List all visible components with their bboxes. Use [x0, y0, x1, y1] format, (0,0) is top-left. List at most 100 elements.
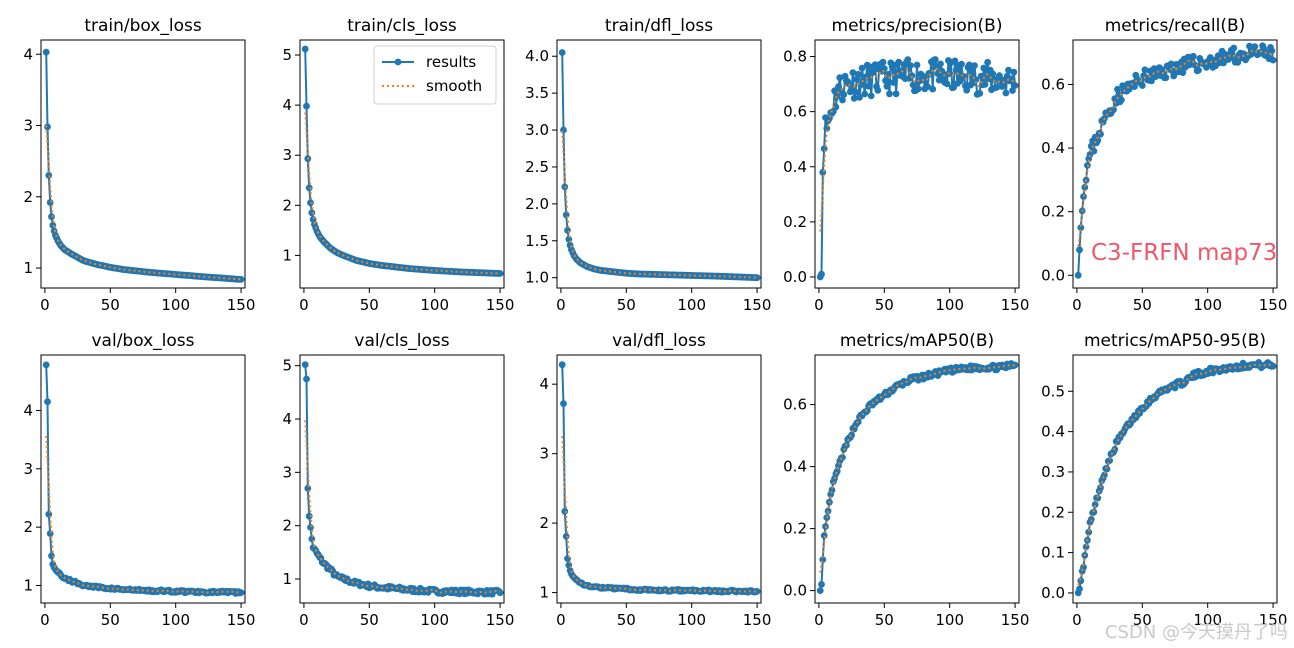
subplot-title: val/dfl_loss	[612, 331, 706, 351]
results-line	[819, 361, 1016, 591]
results-point	[820, 532, 828, 539]
y-tick-label: 2	[23, 518, 33, 536]
y-tick-label: 0.5	[1041, 382, 1065, 400]
x-tick-label: 150	[743, 611, 772, 629]
results-point	[753, 588, 761, 595]
subplot-train-box-loss: train/box_loss 0 50 100 150 1 2 3 4	[23, 16, 255, 314]
results-point	[883, 83, 891, 90]
results-point	[937, 60, 944, 68]
results-point	[44, 398, 51, 406]
subplot-metrics-recall-b-: metrics/recall(B) 0 50 100 150 0.0 0.2 0.4 0.6	[1041, 16, 1287, 314]
x-tick-label: 150	[486, 296, 515, 314]
y-tick-label: 1.5	[525, 232, 549, 250]
smooth-line	[45, 125, 242, 281]
x-tick-label: 150	[1001, 611, 1030, 629]
results-point	[301, 45, 309, 53]
y-tick-label: 2	[282, 517, 292, 535]
results-point	[307, 199, 314, 207]
results-point	[913, 61, 921, 69]
results-point	[46, 530, 54, 537]
results-point	[862, 73, 870, 81]
results-point	[816, 587, 824, 594]
results-point	[880, 65, 888, 72]
plot-frame	[814, 39, 1020, 289]
results-point	[1131, 83, 1138, 90]
results-point	[561, 507, 569, 515]
results-point	[1103, 465, 1111, 473]
results-point	[562, 533, 570, 540]
x-tick-label: 0	[1072, 611, 1082, 629]
results-point	[1090, 508, 1098, 516]
legend: results smooth	[373, 45, 497, 105]
x-tick-label: 50	[360, 296, 379, 314]
x-tick-label: 100	[420, 611, 449, 629]
results-point	[753, 274, 761, 282]
y-tick-label: 5	[282, 357, 292, 375]
results-point	[929, 85, 937, 93]
y-tick-label: 3	[282, 146, 292, 164]
x-tick-label: 0	[556, 296, 566, 314]
y-tick-label: 0.2	[783, 213, 807, 231]
y-tick-label: 0.0	[1041, 584, 1065, 602]
x-tick-label: 100	[420, 296, 449, 314]
results-point	[993, 83, 1001, 91]
x-tick-label: 100	[935, 611, 964, 629]
results-point	[963, 86, 971, 94]
y-tick-label: 0.8	[783, 48, 807, 66]
x-tick-label: 0	[556, 611, 566, 629]
x-tick-label: 50	[875, 611, 894, 629]
results-point	[303, 102, 310, 110]
results-point	[833, 92, 841, 100]
results-point	[1094, 494, 1102, 502]
results-point	[1011, 82, 1019, 89]
legend-results-marker	[394, 58, 402, 66]
x-tick-label: 50	[101, 296, 120, 314]
results-point	[832, 103, 840, 111]
results-point	[1114, 85, 1121, 93]
results-point	[1091, 501, 1099, 508]
y-tick-label: 2.5	[525, 158, 549, 176]
results-point	[1251, 43, 1259, 51]
results-point	[951, 57, 959, 65]
csdn-watermark: CSDN @今天摸丹了吗	[1104, 622, 1288, 643]
results-point	[1010, 68, 1018, 76]
results-point	[1110, 106, 1117, 113]
y-tick-label: 0.6	[783, 396, 807, 414]
y-tick-label: 1	[23, 576, 33, 594]
results-point	[496, 270, 504, 277]
y-tick-label: 0.2	[783, 520, 807, 538]
results-point	[989, 70, 997, 78]
results-point	[850, 94, 858, 102]
results-point	[564, 227, 571, 234]
results-point	[305, 512, 313, 520]
results-point	[1230, 44, 1238, 52]
results-point	[308, 209, 316, 217]
results-point	[496, 589, 504, 597]
results-point	[981, 81, 989, 88]
results-point	[871, 61, 879, 69]
results-line	[45, 364, 242, 596]
results-point	[976, 90, 984, 97]
smooth-line	[1077, 49, 1274, 247]
results-point	[849, 69, 857, 76]
y-tick-label: 0.0	[1041, 266, 1065, 284]
smooth-line	[561, 130, 758, 279]
results-point	[839, 96, 846, 104]
results-point	[304, 484, 312, 492]
results-point	[824, 507, 832, 515]
results-point	[560, 400, 567, 407]
subplot-title: val/box_loss	[92, 331, 195, 351]
results-point	[914, 85, 922, 93]
results-point	[892, 90, 900, 98]
y-tick-label: 1	[282, 246, 292, 264]
subplot-train-dfl-loss: train/dfl_loss 0 50 100 150 1.0 1.5 2.0 2.5 3.0 3.…	[525, 16, 771, 314]
x-tick-label: 150	[1259, 611, 1288, 629]
results-point	[1076, 246, 1083, 254]
results-point	[1115, 91, 1123, 99]
y-tick-label: 3	[282, 463, 292, 481]
x-tick-label: 100	[1193, 296, 1222, 314]
results-point	[840, 91, 848, 98]
x-tick-label: 50	[617, 611, 636, 629]
subplot-train-cls-loss: train/cls_loss 0 50 100 150 1 2 3 4 5 results smoot…	[282, 16, 514, 314]
